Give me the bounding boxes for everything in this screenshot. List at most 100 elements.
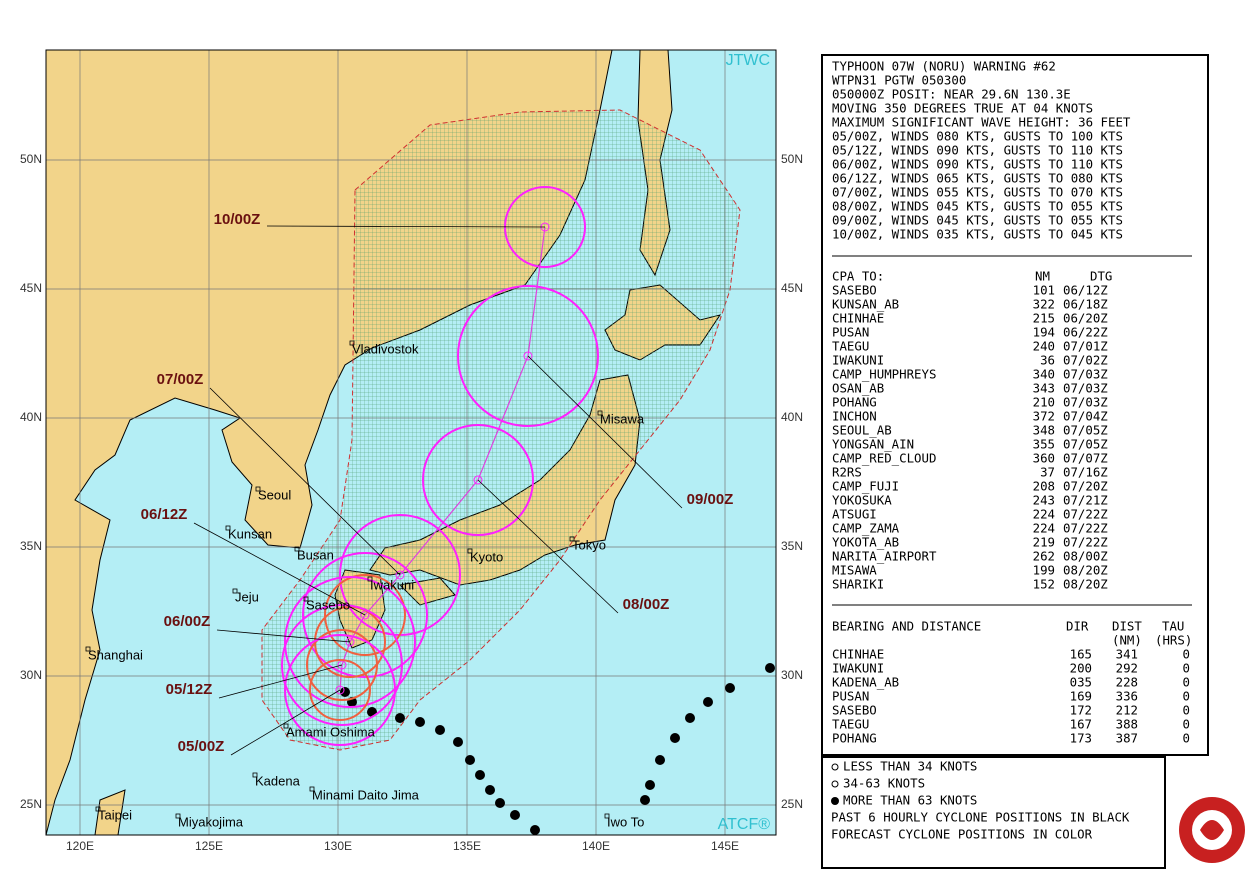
cpa-cell: 07/05Z bbox=[1063, 423, 1108, 438]
legend-symbol bbox=[831, 780, 839, 788]
cpa-cell: 07/03Z bbox=[1063, 395, 1108, 410]
label-leader bbox=[193, 522, 366, 616]
bearing-cell: 228 bbox=[1116, 675, 1138, 690]
bearing-cell: 0 bbox=[1183, 675, 1190, 690]
past-position bbox=[645, 780, 655, 790]
lat-label: 40N bbox=[20, 410, 42, 424]
cpa-cell: INCHON bbox=[832, 409, 877, 424]
place-marker bbox=[569, 536, 575, 542]
cpa-cell: 07/22Z bbox=[1063, 507, 1108, 522]
bearing-cell: 0 bbox=[1183, 661, 1190, 676]
forecast-position bbox=[395, 570, 405, 580]
place-label: Vladivostok bbox=[352, 341, 419, 356]
lat-label: 45N bbox=[781, 281, 803, 295]
place-marker bbox=[294, 546, 300, 552]
past-position bbox=[655, 755, 665, 765]
cpa-cell: KUNSAN_AB bbox=[832, 297, 899, 312]
place-label: Taipei bbox=[98, 807, 132, 822]
cpa-cell: CHINHAE bbox=[832, 311, 884, 326]
cpa-cell: 224 bbox=[1033, 507, 1055, 522]
map bbox=[46, 50, 776, 835]
lat-label: 40N bbox=[781, 410, 803, 424]
cpa-cell: 262 bbox=[1033, 549, 1055, 564]
cpa-cell: 360 bbox=[1033, 451, 1055, 466]
place-label: Iwo To bbox=[607, 814, 644, 829]
cpa-cell: 07/01Z bbox=[1063, 339, 1108, 354]
cpa-cell: 08/00Z bbox=[1063, 549, 1108, 564]
bearing-cell: 387 bbox=[1116, 731, 1138, 746]
place-marker bbox=[95, 806, 101, 812]
lon-label: 135E bbox=[453, 839, 481, 853]
lat-label: 30N bbox=[781, 668, 803, 682]
past-position bbox=[640, 795, 650, 805]
cpa-cell: PUSAN bbox=[832, 325, 869, 340]
lon-label: 145E bbox=[711, 839, 739, 853]
place-marker bbox=[467, 548, 473, 554]
cpa-cell: 340 bbox=[1033, 367, 1055, 382]
past-position bbox=[765, 663, 775, 673]
taiwan bbox=[94, 789, 126, 835]
forecast-label: 08/00Z bbox=[623, 596, 670, 613]
past-position bbox=[703, 697, 713, 707]
place-marker bbox=[309, 786, 315, 792]
bearing-cell: 200 bbox=[1070, 661, 1092, 676]
cpa-cell: 07/05Z bbox=[1063, 437, 1108, 452]
bearing-cell: 172 bbox=[1070, 703, 1092, 718]
track bbox=[281, 186, 775, 835]
forecast-position bbox=[473, 475, 483, 485]
cpa-cell: 06/22Z bbox=[1063, 325, 1108, 340]
past-position bbox=[465, 755, 475, 765]
cpa-cell: CAMP_HUMPHREYS bbox=[832, 367, 936, 382]
cpa-cell: 07/20Z bbox=[1063, 479, 1108, 494]
lat-label: 35N bbox=[781, 539, 803, 553]
cpa-cell: IWAKUNI bbox=[832, 353, 884, 368]
past-position bbox=[453, 737, 463, 747]
bearing-cell: 035 bbox=[1070, 675, 1092, 690]
place-marker bbox=[225, 525, 231, 531]
warning-line: TYPHOON 07W (NORU) WARNING #62 bbox=[832, 59, 1056, 74]
forecast-label: 06/00Z bbox=[164, 613, 211, 630]
place-marker bbox=[283, 723, 289, 729]
cpa-cell: 343 bbox=[1033, 381, 1055, 396]
bearing-subheader: (HRS) bbox=[1155, 633, 1192, 648]
legend-line: FORECAST CYCLONE POSITIONS IN COLOR bbox=[831, 827, 1093, 842]
place-marker bbox=[303, 596, 309, 602]
place-marker bbox=[367, 576, 373, 582]
cpa-cell: 07/22Z bbox=[1063, 521, 1108, 536]
bearing-cell: TAEGU bbox=[832, 717, 869, 732]
cpa-header: NM bbox=[1035, 269, 1050, 284]
cpa-cell: OSAN_AB bbox=[832, 381, 884, 396]
label-leader bbox=[477, 479, 619, 614]
place-label: Sasebo bbox=[306, 597, 350, 612]
cpa-cell: 08/20Z bbox=[1063, 577, 1108, 592]
bearing-cell: CHINHAE bbox=[832, 647, 884, 662]
lon-label: 140E bbox=[582, 839, 610, 853]
cpa-cell: 194 bbox=[1033, 325, 1055, 340]
cpa-cell: 07/03Z bbox=[1063, 381, 1108, 396]
label-leader bbox=[527, 355, 683, 509]
past-position bbox=[415, 717, 425, 727]
bearing-cell: 173 bbox=[1070, 731, 1092, 746]
forecast-label: 05/12Z bbox=[166, 681, 213, 698]
warning-line: 06/12Z, WINDS 065 KTS, GUSTS TO 080 KTS bbox=[832, 171, 1123, 186]
cpa-cell: CAMP_FUJI bbox=[832, 479, 899, 494]
place-marker bbox=[597, 410, 603, 416]
past-position bbox=[485, 785, 495, 795]
legend-box bbox=[821, 756, 1166, 869]
place-label: Amami Oshima bbox=[286, 724, 376, 739]
place-label: Kadena bbox=[255, 773, 301, 788]
place-label: Shanghai bbox=[88, 647, 143, 662]
bearing-header: DIR bbox=[1066, 619, 1089, 634]
label-leader bbox=[230, 689, 341, 756]
legend-symbol bbox=[831, 797, 839, 805]
place-label: Tokyo bbox=[572, 537, 606, 552]
bearing-subheader: (NM) bbox=[1112, 633, 1142, 648]
past-position bbox=[725, 683, 735, 693]
bearing-cell: 336 bbox=[1116, 689, 1138, 704]
place-label: Kyoto bbox=[470, 549, 503, 564]
wind-radius-34 bbox=[422, 424, 534, 536]
forecast-position bbox=[523, 351, 533, 361]
lat-label: 25N bbox=[781, 797, 803, 811]
warning-line: MAXIMUM SIGNIFICANT WAVE HEIGHT: 36 FEET bbox=[832, 115, 1131, 130]
cpa-cell: ATSUGI bbox=[832, 507, 877, 522]
